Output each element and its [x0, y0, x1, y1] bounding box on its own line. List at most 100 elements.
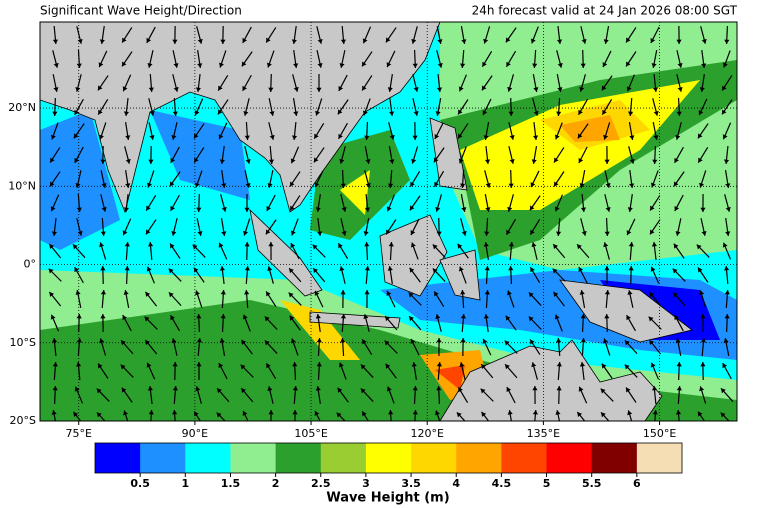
arrow — [698, 98, 708, 116]
arrow — [652, 73, 659, 93]
arrow — [483, 122, 490, 140]
arrow-head — [409, 316, 414, 322]
arrow — [484, 145, 491, 165]
arrow — [241, 339, 253, 355]
arrow-head — [411, 38, 417, 44]
arrow-head — [533, 87, 539, 92]
arrow-head — [432, 244, 438, 250]
colorbar-bin — [275, 443, 322, 473]
arrow-head — [75, 290, 81, 295]
arrow — [172, 74, 179, 92]
arrow — [314, 410, 321, 421]
arrow — [146, 362, 156, 380]
arrow-head — [578, 267, 584, 272]
arrow — [601, 75, 613, 91]
arrow — [171, 338, 178, 356]
arrow — [218, 242, 228, 260]
arrow — [292, 385, 298, 405]
arrow-head — [627, 207, 633, 212]
arrow — [720, 412, 730, 421]
arrow — [457, 386, 469, 404]
arrow — [244, 121, 250, 141]
arrow-head — [52, 39, 59, 44]
arrow — [361, 75, 373, 91]
arrow-head — [460, 183, 466, 188]
arrow-head — [483, 242, 489, 247]
arrow — [554, 314, 563, 332]
arrow — [506, 386, 516, 404]
arrow — [600, 388, 614, 402]
arrow — [482, 338, 492, 356]
arrow-head — [700, 362, 706, 367]
arrow-head — [220, 290, 226, 295]
arrow — [672, 268, 686, 282]
arrow — [337, 242, 349, 260]
arrow-head — [697, 133, 703, 139]
colorbar-tick-label: 4.5 — [492, 477, 512, 490]
arrow-head — [96, 412, 102, 418]
arrow-head — [556, 386, 562, 391]
arrow-head — [267, 386, 273, 392]
arrow-head — [484, 266, 490, 271]
colorbar-bin — [546, 443, 593, 473]
arrow-head — [554, 134, 560, 140]
arrow — [362, 26, 372, 44]
arrow-head — [435, 111, 441, 116]
arrow-head — [99, 39, 105, 44]
arrow-head — [266, 37, 271, 43]
arrow-head — [700, 207, 706, 212]
arrow — [675, 218, 682, 236]
arrow-head — [409, 267, 415, 273]
arrow-head — [122, 230, 128, 236]
arrow — [576, 243, 590, 259]
arrow — [265, 291, 277, 307]
arrow — [650, 266, 660, 284]
arrow — [315, 194, 321, 212]
arrow — [553, 147, 565, 163]
arrow-head — [194, 157, 199, 163]
arrow — [579, 74, 586, 92]
arrow — [724, 313, 730, 333]
colorbar-tick-label: 1 — [181, 477, 189, 490]
arrow — [265, 27, 277, 43]
arrow-head — [581, 230, 587, 236]
arrow — [123, 410, 129, 421]
arrow-head — [172, 111, 178, 116]
arrow — [97, 99, 109, 115]
arrow-head — [145, 229, 151, 235]
arrow — [412, 409, 418, 421]
arrow-head — [579, 362, 586, 367]
arrow-head — [387, 266, 393, 271]
arrow — [700, 337, 706, 357]
arrow-head — [269, 111, 275, 116]
arrow-head — [360, 364, 366, 370]
arrow — [50, 194, 60, 212]
arrow — [193, 123, 205, 139]
arrow-head — [216, 412, 222, 418]
arrow-head — [172, 410, 178, 415]
arrow-head — [556, 39, 563, 44]
arrow — [505, 50, 517, 68]
arrow — [50, 314, 60, 332]
arrow-head — [266, 363, 271, 369]
arrow-head — [120, 364, 126, 370]
arrow-head — [244, 135, 250, 140]
arrow-head — [410, 181, 415, 187]
arrow-head — [361, 61, 367, 67]
arrow — [697, 411, 706, 421]
arrow-head — [172, 39, 178, 44]
arrow-head — [458, 266, 464, 272]
colorbar-tick-label: 6 — [633, 477, 641, 490]
arrow — [193, 147, 205, 163]
arrow-head — [146, 362, 152, 368]
arrow — [604, 313, 610, 333]
arrow — [672, 291, 686, 307]
arrow-head — [413, 86, 419, 92]
arrow-head — [339, 63, 345, 68]
arrow-head — [170, 243, 175, 249]
arrow-head — [626, 230, 632, 236]
arrow — [340, 25, 346, 45]
arrow — [361, 51, 373, 67]
arrow — [651, 385, 658, 405]
arrow-head — [121, 387, 127, 393]
